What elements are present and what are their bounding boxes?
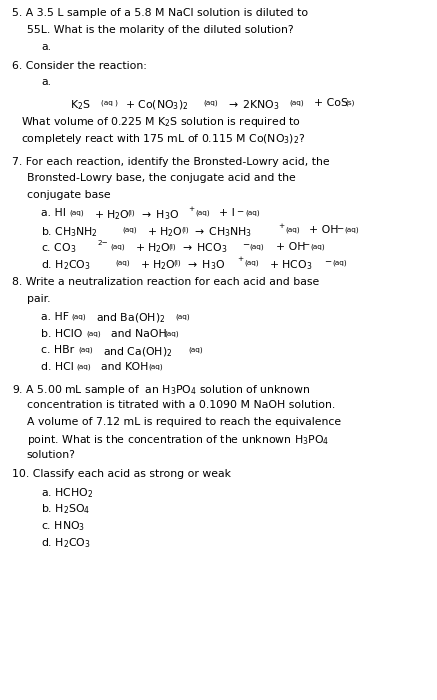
Text: (aq): (aq) [311, 243, 325, 250]
Text: + CoS: + CoS [314, 98, 347, 108]
Text: $\rightarrow$ 2KNO$_3$: $\rightarrow$ 2KNO$_3$ [226, 98, 280, 112]
Text: (aq ): (aq ) [101, 99, 118, 106]
Text: + H$_2$O: + H$_2$O [140, 258, 176, 272]
Text: d. H$_2$CO$_3$: d. H$_2$CO$_3$ [41, 536, 91, 550]
Text: (aq): (aq) [195, 209, 210, 216]
Text: d. HCl: d. HCl [41, 362, 74, 372]
Text: $\rightarrow$ H$_3$O: $\rightarrow$ H$_3$O [185, 258, 225, 272]
Text: What volume of 0.225 M K$_2$S solution is required to: What volume of 0.225 M K$_2$S solution i… [21, 115, 300, 129]
Text: b. HClO: b. HClO [41, 328, 83, 339]
Text: and NaOH: and NaOH [111, 328, 167, 339]
Text: 55L. What is the molarity of the diluted solution?: 55L. What is the molarity of the diluted… [27, 25, 293, 35]
Text: and KOH: and KOH [101, 362, 148, 372]
Text: c. CO$_3$: c. CO$_3$ [41, 241, 76, 255]
Text: c. HBr: c. HBr [41, 345, 74, 356]
Text: 7. For each reaction, identify the Bronsted-Lowry acid, the: 7. For each reaction, identify the Brons… [12, 157, 330, 167]
Text: (aq): (aq) [176, 314, 191, 320]
Text: (aq): (aq) [344, 226, 359, 233]
Text: (aq): (aq) [164, 330, 179, 337]
Text: (l): (l) [128, 209, 135, 216]
Text: solution?: solution? [27, 450, 76, 460]
Text: (aq): (aq) [250, 243, 264, 250]
Text: + OH: + OH [276, 241, 305, 251]
Text: −: − [242, 239, 249, 248]
Text: + I: + I [219, 208, 235, 218]
Text: + HCO$_3$: + HCO$_3$ [269, 258, 312, 272]
Text: pair.: pair. [27, 294, 50, 304]
Text: (aq): (aq) [188, 347, 203, 354]
Text: a.: a. [41, 77, 51, 88]
Text: $\rightarrow$ CH$_3$NH$_3$: $\rightarrow$ CH$_3$NH$_3$ [192, 225, 253, 239]
Text: b. CH$_3$NH$_2$: b. CH$_3$NH$_2$ [41, 225, 98, 239]
Text: (s): (s) [346, 99, 355, 106]
Text: (l): (l) [181, 226, 189, 233]
Text: (l): (l) [169, 243, 176, 250]
Text: +: + [188, 206, 194, 212]
Text: +: + [238, 256, 244, 262]
Text: and Ca(OH)$_2$: and Ca(OH)$_2$ [103, 345, 172, 359]
Text: point. What is the concentration of the unknown H$_3$PO$_4$: point. What is the concentration of the … [27, 433, 329, 447]
Text: a.: a. [41, 42, 51, 52]
Text: 8. Write a neutralization reaction for each acid and base: 8. Write a neutralization reaction for e… [12, 277, 319, 287]
Text: b. H$_2$SO$_4$: b. H$_2$SO$_4$ [41, 503, 90, 517]
Text: + H$_2$O: + H$_2$O [147, 225, 183, 239]
Text: (aq): (aq) [87, 330, 101, 337]
Text: conjugate base: conjugate base [27, 190, 111, 200]
Text: (aq): (aq) [148, 364, 163, 370]
Text: $\rightarrow$ HCO$_3$: $\rightarrow$ HCO$_3$ [180, 241, 227, 255]
Text: 6. Consider the reaction:: 6. Consider the reaction: [12, 60, 147, 71]
Text: (aq): (aq) [122, 226, 137, 233]
Text: a. HF: a. HF [41, 312, 69, 322]
Text: A volume of 7.12 mL is required to reach the equivalence: A volume of 7.12 mL is required to reach… [27, 416, 341, 426]
Text: (l): (l) [174, 260, 181, 267]
Text: 10. Classify each acid as strong or weak: 10. Classify each acid as strong or weak [12, 469, 231, 479]
Text: −: − [236, 206, 244, 215]
Text: $\rightarrow$ H$_3$O: $\rightarrow$ H$_3$O [139, 208, 179, 222]
Text: (aq): (aq) [115, 260, 130, 267]
Text: (aq): (aq) [78, 347, 93, 354]
Text: −: − [302, 239, 309, 248]
Text: completely react with 175 mL of 0.115 M Co(NO$_3$)$_2$?: completely react with 175 mL of 0.115 M … [21, 132, 305, 146]
Text: 5. A 3.5 L sample of a 5.8 M NaCl solution is diluted to: 5. A 3.5 L sample of a 5.8 M NaCl soluti… [12, 8, 309, 18]
Text: (aq): (aq) [246, 209, 260, 216]
Text: + Co(NO$_3$)$_2$: + Co(NO$_3$)$_2$ [125, 98, 189, 112]
Text: (aq): (aq) [110, 243, 125, 250]
Text: +: + [279, 223, 285, 229]
Text: + OH: + OH [309, 225, 339, 235]
Text: 2−: 2− [98, 239, 108, 246]
Text: (aq): (aq) [245, 260, 259, 267]
Text: a. HI: a. HI [41, 208, 66, 218]
Text: (aq): (aq) [204, 99, 218, 106]
Text: −: − [324, 256, 331, 265]
Text: Bronsted-Lowry base, the conjugate acid and the: Bronsted-Lowry base, the conjugate acid … [27, 174, 295, 183]
Text: (aq): (aq) [332, 260, 347, 267]
Text: (aq): (aq) [69, 209, 83, 216]
Text: (aq): (aq) [286, 226, 301, 233]
Text: (aq): (aq) [76, 364, 91, 370]
Text: (aq): (aq) [71, 314, 86, 320]
Text: 9. A 5.00 mL sample of  an H$_3$PO$_4$ solution of unknown: 9. A 5.00 mL sample of an H$_3$PO$_4$ so… [12, 383, 310, 397]
Text: c. HNO$_3$: c. HNO$_3$ [41, 519, 85, 533]
Text: d. H$_2$CO$_3$: d. H$_2$CO$_3$ [41, 258, 91, 272]
Text: (aq): (aq) [289, 99, 304, 106]
Text: −: − [336, 223, 343, 232]
Text: and Ba(OH)$_2$: and Ba(OH)$_2$ [96, 312, 165, 326]
Text: + H$_2$O: + H$_2$O [94, 208, 129, 222]
Text: concentration is titrated with a 0.1090 M NaOH solution.: concentration is titrated with a 0.1090 … [27, 400, 335, 410]
Text: a. HCHO$_2$: a. HCHO$_2$ [41, 486, 94, 500]
Text: K$_2$S: K$_2$S [70, 98, 90, 112]
Text: + H$_2$O: + H$_2$O [135, 241, 171, 255]
